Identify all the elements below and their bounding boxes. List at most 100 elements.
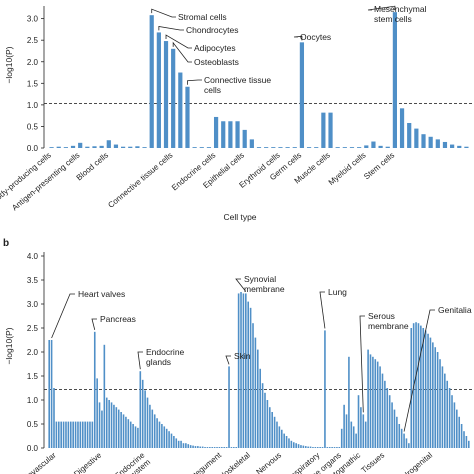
panel-a-bar xyxy=(328,112,333,148)
panel-b-bar xyxy=(79,421,82,448)
panel-b-x-tick-label: Integument xyxy=(187,450,224,474)
panel-b-bar xyxy=(336,447,338,448)
panel-a-y-tick-label: 1.0 xyxy=(27,101,39,110)
panel-b-x-tick-label: Urogenital xyxy=(400,450,434,474)
panel-b-x-tick-label: Tissues xyxy=(359,451,386,474)
panel-b-bar xyxy=(333,447,336,448)
panel-a-x-tick-text: Connective tissue cells xyxy=(106,151,174,210)
panel-a-bar xyxy=(292,147,297,148)
panel-b-bar xyxy=(271,412,273,448)
panel-b-bar xyxy=(62,421,65,448)
panel-b-bar xyxy=(156,418,158,448)
panel-a-annotation-leader xyxy=(158,25,184,31)
panel-b-bar xyxy=(209,447,211,448)
panel-b-bar xyxy=(400,428,403,448)
panel-a-bar xyxy=(121,146,126,148)
panel-a-bar xyxy=(85,146,90,148)
panel-b-bar xyxy=(316,447,319,448)
panel-a-bar xyxy=(171,48,176,148)
panel-b-bar xyxy=(302,445,305,448)
panel-a-bar xyxy=(399,108,405,148)
panel-a-x-tick-label: Stem cells xyxy=(362,151,396,182)
panel-a-bar xyxy=(135,146,140,148)
panel-b-bar xyxy=(170,433,173,448)
panel-b-bar xyxy=(125,416,127,448)
panel-a-annotation-label: Chondrocytes xyxy=(186,25,238,35)
panel-b-bar xyxy=(343,404,345,448)
panel-b-bar xyxy=(139,371,142,448)
panel-b-bar xyxy=(429,337,432,448)
panel-a-y-tick-label: 2.0 xyxy=(27,58,39,67)
panel-b-annotation-leader xyxy=(359,315,365,413)
panel-b-bar xyxy=(77,421,79,448)
panel-b-bar xyxy=(448,388,451,448)
panel-a-x-tick-text: Stem cells xyxy=(362,151,396,182)
panel-b-bar xyxy=(185,443,187,448)
panel-a-y-tick-label: 3.0 xyxy=(27,15,39,24)
panel-b-bar xyxy=(434,347,437,448)
panel-b-bar xyxy=(182,443,185,448)
panel-b-bar xyxy=(249,307,252,448)
panel-b-y-tick-label: 3.5 xyxy=(27,276,39,285)
panel-b-bar xyxy=(266,400,269,448)
panel-b-bar xyxy=(307,446,309,448)
panel-a-annotation-leader xyxy=(165,34,192,49)
panel-b-bar xyxy=(230,447,233,448)
panel-a-bar xyxy=(113,144,119,148)
panel-b-y-tick-label: 0.5 xyxy=(27,420,39,429)
panel-b-bar xyxy=(86,421,89,448)
panel-b-bar xyxy=(245,293,247,448)
panel-b-bar xyxy=(285,436,288,448)
panel-b-annotation-leader xyxy=(235,278,247,292)
panel-b-annotation-label: Synovial xyxy=(244,274,276,284)
panel-b-bar xyxy=(180,440,182,448)
panel-b-bar xyxy=(439,359,441,448)
panel-a-annotation-label: Stromal cells xyxy=(178,12,227,22)
panel-b-bar xyxy=(60,421,62,448)
panel-a-bar xyxy=(357,147,362,148)
panel-b-bar xyxy=(290,440,293,448)
panel-a-x-tick-label: Connective tissue cells xyxy=(106,151,174,210)
panel-b-annotation-label: membrane xyxy=(244,284,285,294)
panel-a-bar xyxy=(199,147,204,148)
panel-a: −log10(P) Cell type 0.0 0.5 1.0 1.5 2.0 2.5 3.… xyxy=(0,4,472,222)
panel-b-annotation-label: Skin xyxy=(234,351,251,361)
panel-b-bar xyxy=(408,443,410,448)
panel-b-bar xyxy=(288,438,290,448)
panel-b-bar xyxy=(463,431,465,448)
panel-b-bar xyxy=(96,378,98,448)
panel-a-bar xyxy=(63,147,68,148)
panel-b-bar xyxy=(276,421,278,448)
panel-b-bar xyxy=(120,412,122,448)
panel-a-ylabel-text: −log10(P) xyxy=(4,46,14,83)
panel-a-bar xyxy=(385,146,390,148)
panel-b-bar xyxy=(372,356,374,448)
panel-a-bar xyxy=(450,144,455,148)
panel-b-bar xyxy=(268,407,271,448)
panel-a-bar xyxy=(192,147,197,148)
panel-a-bar xyxy=(228,121,233,148)
panel-a-x-tick-text: Myeloid cells xyxy=(327,151,368,187)
panel-b-bar xyxy=(369,354,372,448)
panel-b-bar xyxy=(374,359,377,448)
panel-b-bar xyxy=(151,409,154,448)
panel-b-bar xyxy=(228,366,230,448)
panel-b-bar xyxy=(175,438,178,448)
panel-b-bar xyxy=(149,404,151,448)
panel-a-annotation-label: Osteoblasts xyxy=(194,57,239,67)
panel-b-bar xyxy=(403,433,405,448)
panel-b-x-tick-text: Cardiovascular xyxy=(11,450,58,474)
panel-b-bar xyxy=(192,445,194,448)
panel-a-annotation-leader xyxy=(187,79,202,85)
panel-a-bar xyxy=(242,129,247,148)
panel-b-y-tick-label: 3.0 xyxy=(27,300,39,309)
panel-b-bar xyxy=(422,328,425,448)
panel-a-bar xyxy=(464,146,469,148)
panel-b-bar xyxy=(453,402,456,448)
panel-b-bar xyxy=(381,373,384,448)
panel-b-bar xyxy=(312,447,314,448)
panel-b-bar xyxy=(304,446,307,448)
panel-a-bar xyxy=(321,112,326,148)
panel-b-bar xyxy=(283,433,285,448)
